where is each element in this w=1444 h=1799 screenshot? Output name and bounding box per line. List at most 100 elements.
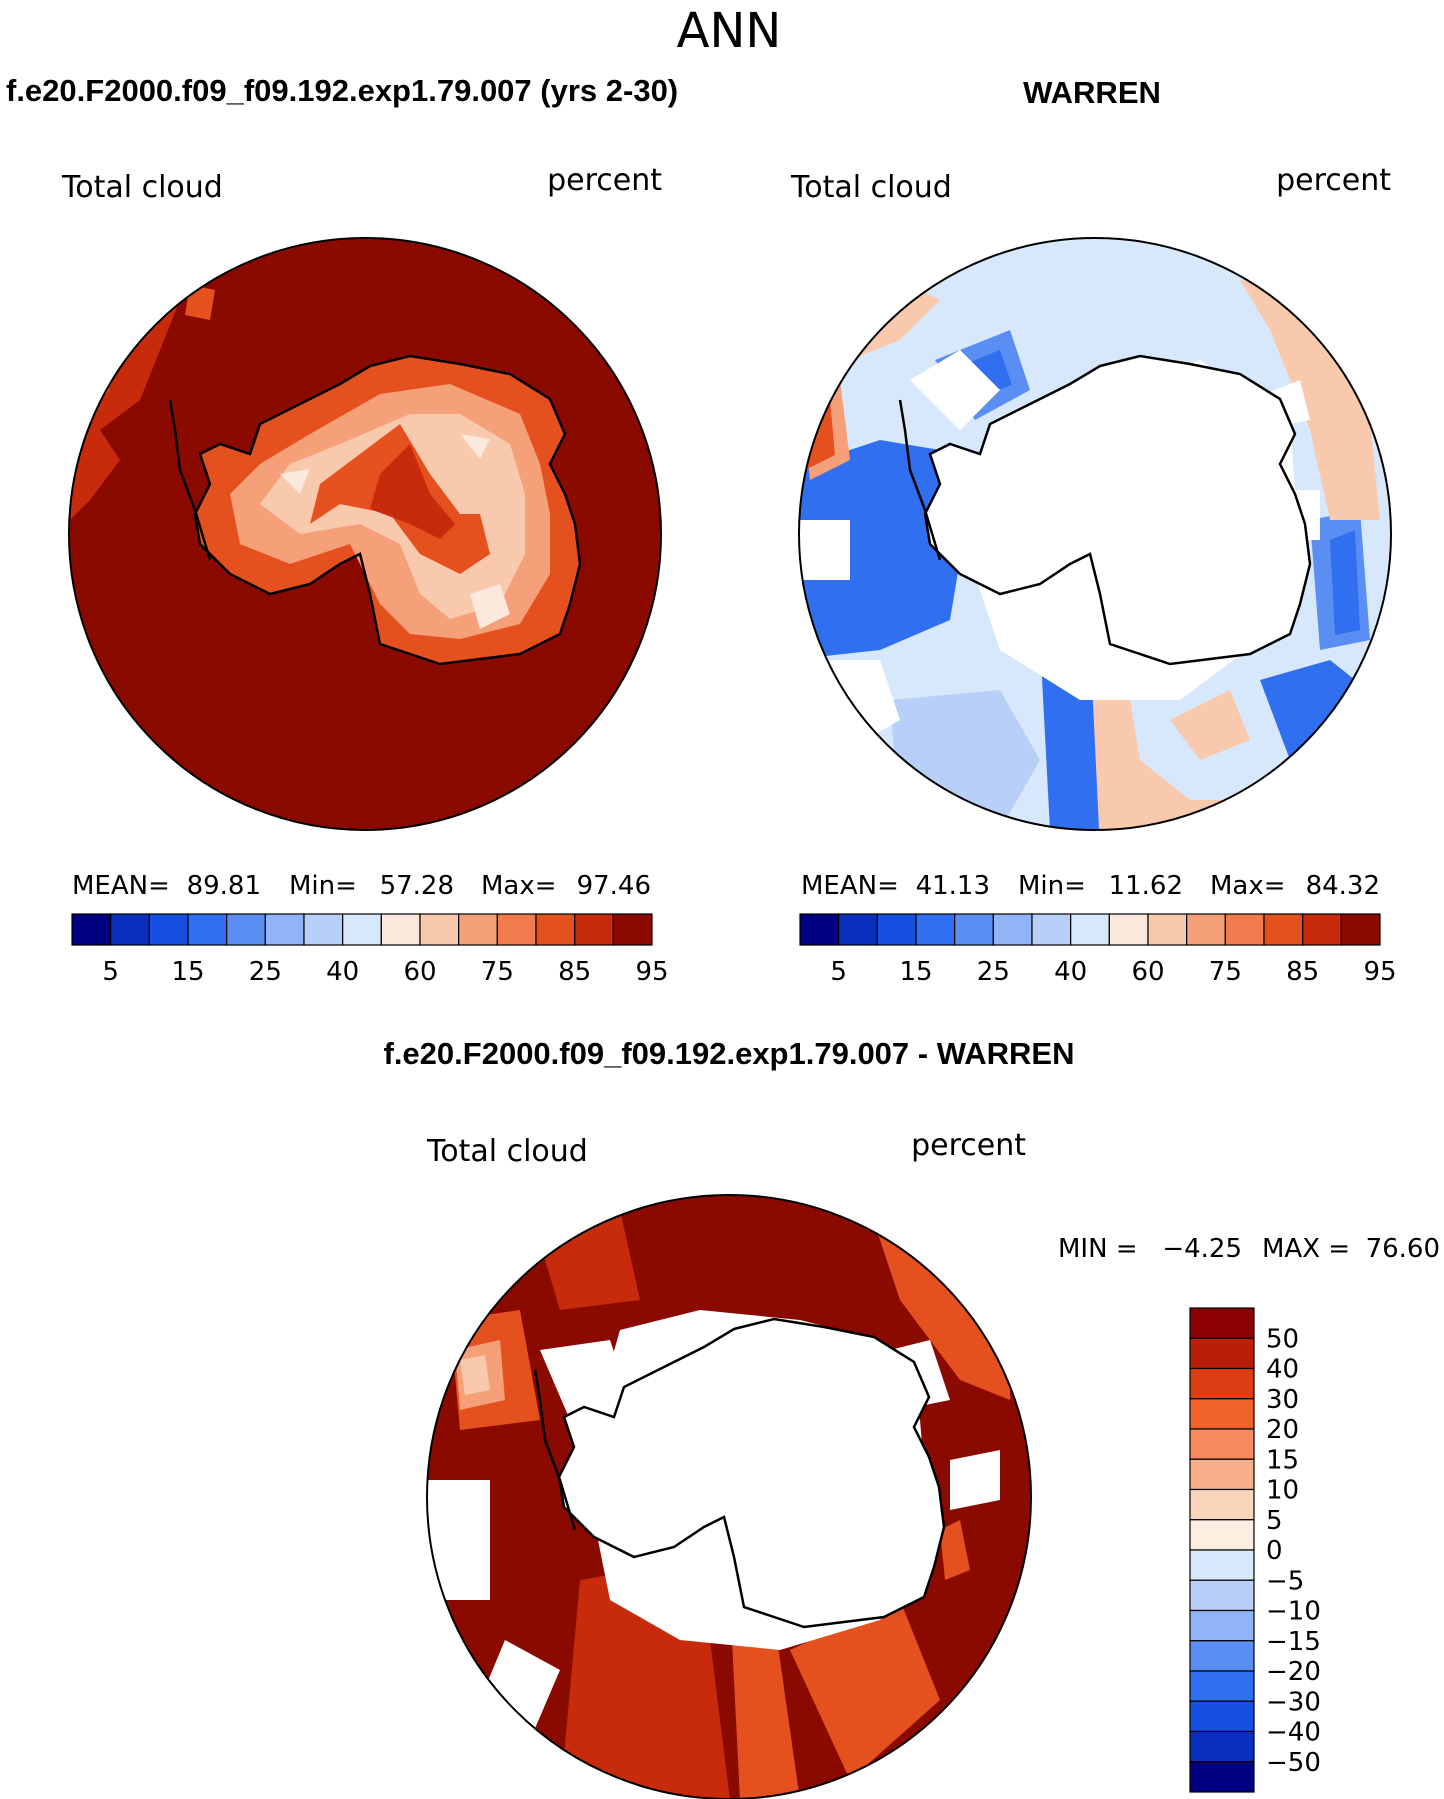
svg-text:89.81: 89.81 xyxy=(187,871,261,901)
svg-text:57.28: 57.28 xyxy=(380,871,454,901)
colorbar-tick-label: 40 xyxy=(1054,957,1087,987)
map-region xyxy=(870,1210,1010,1400)
colorbar-swatch xyxy=(1189,1730,1255,1763)
svg-text:Min=: Min= xyxy=(289,871,357,901)
svg-text:Max=: Max= xyxy=(481,871,557,901)
svg-text:MIN =: MIN = xyxy=(1058,1234,1138,1264)
map-region xyxy=(1240,280,1380,520)
colorbar-tick-label: 40 xyxy=(1266,1355,1299,1385)
svg-text:MEAN=: MEAN= xyxy=(801,871,899,901)
colorbar-tick-label: 0 xyxy=(1266,1536,1283,1566)
colorbar-model: 5 15 25 40 60 75 85 95 xyxy=(71,913,669,987)
colorbar-tick-label: 40 xyxy=(326,957,359,987)
svg-text:MEAN=: MEAN= xyxy=(72,871,170,901)
colorbar-tick-label: 75 xyxy=(1209,957,1242,987)
colorbar-tick-label: 20 xyxy=(1266,1415,1299,1445)
svg-text:97.46: 97.46 xyxy=(577,871,651,901)
colorbar-swatch xyxy=(1189,1458,1255,1491)
colorbar-tick-label: 10 xyxy=(1266,1476,1299,1506)
colorbar-tick-label: −20 xyxy=(1266,1657,1321,1687)
colorbar-swatch xyxy=(1070,913,1110,946)
colorbar-swatch xyxy=(799,913,840,946)
colorbar-swatch xyxy=(1224,913,1265,946)
colorbar-swatch xyxy=(838,913,878,946)
colorbar-swatch xyxy=(1189,1307,1255,1339)
units-label: percent xyxy=(911,1128,1026,1163)
colorbar-tick-label: −5 xyxy=(1266,1566,1304,1596)
colorbar-swatch xyxy=(1263,913,1304,946)
map-region xyxy=(1170,690,1250,760)
svg-text:84.32: 84.32 xyxy=(1306,871,1380,901)
map-region xyxy=(940,1520,970,1580)
colorbar-tick-label: −10 xyxy=(1266,1597,1321,1627)
svg-text:11.62: 11.62 xyxy=(1109,871,1183,901)
colorbar-swatch xyxy=(1189,1579,1255,1612)
colorbar-swatch xyxy=(1189,1761,1255,1793)
colorbar-swatch xyxy=(535,913,576,946)
colorbar-tick-label: 15 xyxy=(899,957,932,987)
svg-text:41.13: 41.13 xyxy=(916,871,990,901)
colorbar-swatch xyxy=(380,913,421,946)
colorbar-swatch xyxy=(1189,1367,1255,1400)
stats-diff: MIN = −4.25 MAX = 76.60 xyxy=(1058,1234,1440,1264)
case-title-diff: f.e20.F2000.f09_f09.192.exp1.79.007 - WA… xyxy=(384,1036,1075,1071)
map-region xyxy=(790,1600,940,1780)
colorbar-swatch xyxy=(187,913,228,946)
colorbar-swatch xyxy=(458,913,498,946)
colorbar-swatch xyxy=(226,913,266,946)
variable-label: Total cloud xyxy=(426,1134,588,1169)
case-title-model: f.e20.F2000.f09_f09.192.exp1.79.007 (yrs… xyxy=(6,73,678,108)
colorbar-swatch xyxy=(1189,1640,1255,1672)
colorbar-swatch xyxy=(1189,1519,1255,1551)
colorbar-swatch xyxy=(1108,913,1149,946)
colorbar-swatch xyxy=(148,913,189,946)
colorbar-swatch xyxy=(1186,913,1226,946)
colorbar-tick-label: 5 xyxy=(102,957,119,987)
colorbar-tick-label: 25 xyxy=(977,957,1010,987)
colorbar-tick-label: 15 xyxy=(171,957,204,987)
colorbar-swatch xyxy=(419,913,460,946)
colorbar-swatch xyxy=(915,913,956,946)
panel-observations: WARREN Total cloud percent xyxy=(790,75,1397,987)
colorbar-tick-label: 25 xyxy=(249,957,282,987)
colorbar-swatch xyxy=(954,913,994,946)
colorbar-tick-label: −50 xyxy=(1266,1748,1321,1778)
colorbar-tick-label: 95 xyxy=(635,957,668,987)
map-region xyxy=(370,444,455,539)
polar-map-diff xyxy=(427,1195,1031,1799)
svg-text:−4.25: −4.25 xyxy=(1162,1234,1242,1264)
colorbar-tick-label: 5 xyxy=(1266,1506,1283,1536)
colorbar-tick-label: 85 xyxy=(558,957,591,987)
colorbar-swatch xyxy=(1189,1398,1255,1430)
colorbar-swatch xyxy=(612,913,653,946)
stats-obs: MEAN= 41.13 Min= 11.62 Max= 84.32 xyxy=(801,871,1380,901)
variable-label: Total cloud xyxy=(790,170,952,205)
colorbar-tick-label: 30 xyxy=(1266,1385,1299,1415)
map-region xyxy=(799,440,960,660)
svg-text:Max=: Max= xyxy=(1210,871,1286,901)
units-label: percent xyxy=(547,163,662,198)
colorbar-swatch xyxy=(1189,1488,1255,1521)
panel-difference: f.e20.F2000.f09_f09.192.exp1.79.007 - WA… xyxy=(384,1036,1440,1799)
colorbar-tick-label: 15 xyxy=(1266,1445,1299,1475)
polar-map-obs xyxy=(799,238,1391,830)
colorbar-swatch xyxy=(992,913,1033,946)
colorbar-tick-label: 85 xyxy=(1286,957,1319,987)
colorbar-swatch xyxy=(342,913,382,946)
colorbar-swatch xyxy=(303,913,344,946)
variable-label: Total cloud xyxy=(61,170,223,205)
map-region xyxy=(1330,530,1360,635)
colorbar-tick-label: −30 xyxy=(1266,1687,1321,1717)
colorbar-swatch xyxy=(264,913,305,946)
colorbar-swatch xyxy=(1189,1337,1255,1370)
colorbar-swatch xyxy=(1189,1428,1255,1460)
svg-text:Min=: Min= xyxy=(1018,871,1086,901)
figure-title: ANN xyxy=(677,3,782,59)
colorbar-obs: 5 15 25 40 60 75 85 95 xyxy=(799,913,1397,987)
colorbar-swatch xyxy=(1189,1700,1255,1733)
map-region xyxy=(185,285,215,320)
map-region xyxy=(460,1355,490,1395)
colorbar-tick-label: 50 xyxy=(1266,1324,1299,1354)
